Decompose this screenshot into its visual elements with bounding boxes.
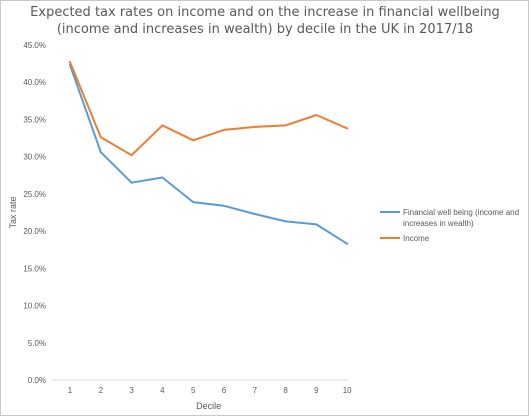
chart-title-line-2: (income and increases in wealth) by deci… (56, 22, 474, 37)
axes: 0.0% 5.0% 10.0% 15.0% 20.0% 25.0% 30.0% 35.0% 40… (23, 41, 352, 395)
series-line-2 (69, 61, 349, 157)
data-point (315, 223, 318, 226)
series-line-1 (69, 64, 349, 245)
data-point (346, 242, 349, 245)
y-tick-label: 30.0% (23, 153, 46, 162)
y-tick-label: 10.0% (23, 302, 46, 311)
x-tick-label: 1 (68, 386, 73, 395)
x-tick-label: 6 (222, 386, 227, 395)
x-tick-label: 9 (314, 386, 319, 395)
data-point (99, 151, 102, 154)
legend-label: Income (403, 234, 430, 243)
data-point (130, 154, 133, 157)
data-point (346, 127, 349, 130)
data-point (130, 181, 133, 184)
chart-title: Expected tax rates on income and on the … (20, 4, 510, 38)
data-point (253, 213, 256, 215)
x-tick-label: 7 (253, 386, 258, 395)
y-tick-label: 0.0% (28, 376, 46, 385)
data-point (192, 139, 195, 142)
y-axis-label: Tax rate (8, 196, 18, 228)
data-point (315, 114, 318, 116)
data-point (223, 204, 225, 207)
y-tick-label: 45.0% (23, 41, 46, 50)
x-axis-label: Decile (196, 401, 221, 411)
data-point (161, 124, 164, 127)
legend: Financial well being (income and increase… (380, 208, 519, 243)
x-tick-label: 4 (160, 386, 165, 395)
y-tick-label: 40.0% (23, 78, 46, 87)
y-tick-label: 35.0% (23, 115, 46, 124)
data-point (99, 136, 102, 139)
data-point (253, 125, 256, 128)
legend-label: Financial well being (income and (403, 208, 519, 217)
series-layer (69, 61, 349, 245)
x-tick-label: 3 (129, 386, 134, 395)
data-point (192, 201, 195, 203)
x-tick-label: 2 (99, 386, 104, 395)
legend-label: increases in wealth) (403, 219, 474, 228)
y-tick-label: 5.0% (28, 339, 46, 348)
x-tick-label: 8 (283, 386, 288, 395)
y-tick-label: 20.0% (23, 227, 46, 236)
data-point (284, 220, 287, 223)
data-point (69, 61, 71, 64)
y-tick-label: 15.0% (23, 264, 46, 273)
data-point (223, 128, 225, 131)
chart-title-line-1: Expected tax rates on income and on the … (30, 5, 500, 20)
data-point (284, 124, 287, 127)
data-point (161, 176, 164, 179)
y-tick-label: 25.0% (23, 190, 46, 199)
x-tick-label: 5 (191, 386, 196, 395)
x-tick-label: 10 (343, 386, 352, 395)
